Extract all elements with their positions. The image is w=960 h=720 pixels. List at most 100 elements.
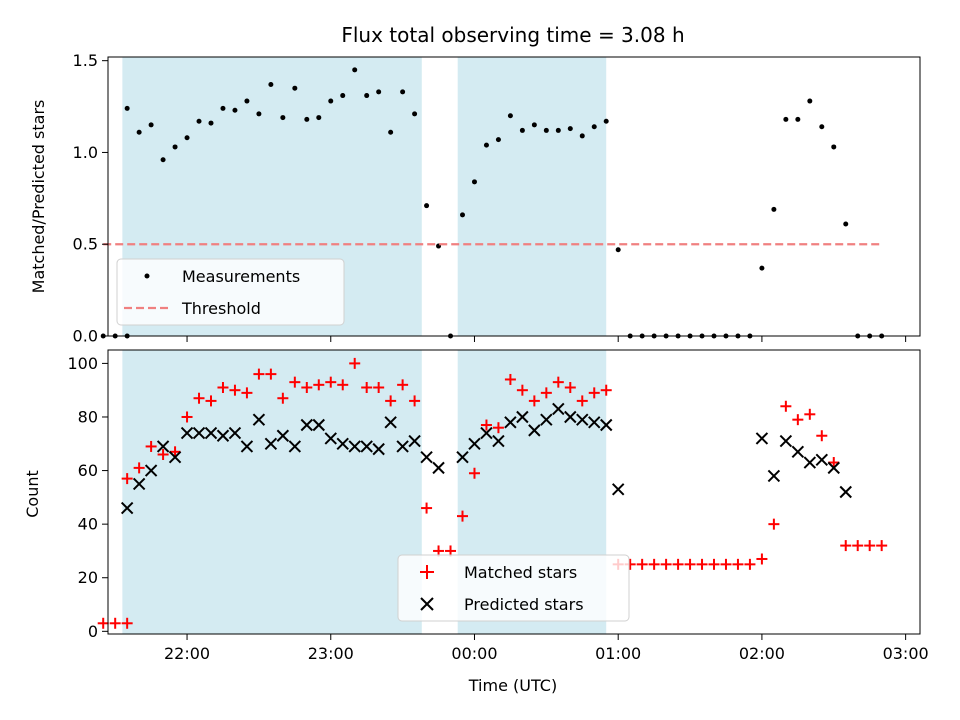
measurement-point-63 [843, 221, 849, 227]
y-tick-label: 0.0 [73, 327, 98, 346]
predicted-star-point-44 [791, 445, 805, 459]
x-tick-label: 00:00 [451, 644, 497, 663]
predicted-star-point-33 [528, 424, 541, 437]
measurement-point-22 [352, 67, 358, 73]
predicted-star-point-30 [492, 434, 505, 448]
top-panel: 0.0 0.5 1.0 1.5 Flux total observing time =… [29, 23, 921, 346]
matched-star-point-60 [804, 408, 816, 420]
bottom-panel: 0 20 40 60 80 100 22:00 23:00 00:00 01:00 02:00 03… [23, 349, 929, 695]
measurement-point-23 [364, 93, 370, 99]
top-legend-box [116, 258, 345, 326]
measurement-point-35 [507, 113, 513, 119]
predicted-star-point-35 [552, 402, 565, 416]
matched-star-point-28 [421, 502, 433, 514]
matched-star-point-4 [133, 462, 145, 474]
matched-star-point-55 [744, 558, 756, 570]
observing-window-0-1 [457, 57, 607, 336]
measurement-point-28 [424, 203, 430, 209]
matched-star-point-10 [205, 395, 217, 407]
matched-star-point-62 [828, 457, 840, 469]
predicted-star-point-4 [168, 450, 182, 464]
matched-star-point-54 [732, 558, 744, 570]
matched-star-point-32 [468, 467, 480, 479]
bottom-series-layer [97, 357, 888, 629]
matched-star-point-34 [492, 422, 504, 434]
predicted-star-point-7 [204, 426, 218, 440]
predicted-star-point-3 [156, 440, 170, 453]
observing-window-1-0 [122, 350, 422, 634]
predicted-star-point-18 [336, 437, 349, 450]
measurement-point-38 [543, 127, 549, 133]
matched-star-point-43 [600, 384, 612, 396]
legend-predicted-label: Predicted stars [464, 595, 584, 614]
predicted-star-point-19 [348, 440, 361, 453]
legend-predicted-marker [420, 597, 434, 611]
predicted-star-point-13 [276, 429, 290, 442]
predicted-star-point-29 [480, 426, 493, 440]
predicted-star-point-6 [192, 426, 206, 440]
matched-star-point-25 [385, 395, 397, 407]
matched-star-point-33 [480, 419, 492, 431]
measurement-point-9 [196, 118, 202, 124]
matched-star-point-17 [289, 376, 301, 388]
measurement-point-15 [268, 82, 274, 88]
measurement-point-4 [136, 129, 142, 135]
top-y-ticks: 0.0 0.5 1.0 1.5 [73, 51, 108, 346]
x-axis-label: Time (UTC) [468, 676, 557, 695]
predicted-star-point-25 [420, 450, 433, 464]
legend-matched-marker [420, 565, 434, 579]
top-legend: Measurements Threshold [116, 258, 345, 326]
matched-star-point-47 [648, 558, 660, 570]
measurement-point-19 [316, 115, 322, 121]
legend-measurements-label: Measurements [182, 267, 300, 286]
matched-star-point-51 [696, 558, 708, 570]
matched-star-point-64 [852, 540, 864, 552]
x-tick-label: 01:00 [595, 644, 641, 663]
bottom-y-axis-label: Count [23, 470, 42, 518]
matched-star-point-50 [684, 558, 696, 570]
predicted-star-point-23 [396, 440, 409, 453]
top-x-ticks [186, 336, 907, 342]
y-tick-label: 0 [88, 622, 98, 641]
matched-star-point-53 [720, 558, 732, 570]
matched-star-point-11 [217, 382, 229, 394]
measurement-point-56 [759, 265, 765, 271]
predicted-star-point-32 [516, 410, 529, 424]
measurement-point-27 [412, 111, 418, 117]
measurement-point-6 [160, 157, 166, 163]
predicted-star-point-37 [576, 413, 589, 426]
legend-matched-label: Matched stars [464, 563, 577, 582]
measurement-point-8 [184, 135, 190, 141]
matched-star-point-18 [301, 382, 313, 394]
predicted-star-point-27 [456, 450, 469, 464]
predicted-star-point-43 [779, 434, 793, 448]
matched-star-point-19 [313, 379, 325, 391]
matched-star-point-20 [325, 376, 337, 388]
matched-star-point-35 [504, 373, 516, 385]
y-tick-label: 20 [78, 568, 98, 587]
measurement-point-34 [495, 137, 501, 143]
predicted-star-point-31 [504, 416, 517, 429]
y-tick-label: 1.5 [73, 51, 98, 70]
matched-star-point-2 [121, 617, 133, 629]
matched-star-point-7 [169, 446, 181, 458]
matched-star-point-1 [109, 617, 121, 629]
top-series-layer [100, 67, 885, 339]
predicted-star-point-9 [228, 426, 242, 440]
predicted-star-point-21 [372, 442, 385, 456]
matched-star-point-40 [564, 382, 576, 394]
predicted-star-point-48 [839, 485, 852, 499]
matched-star-point-31 [457, 510, 469, 522]
matched-star-point-42 [588, 387, 600, 399]
measurement-point-11 [220, 105, 226, 111]
top-y-axis-label: Matched/Predicted stars [29, 100, 48, 294]
legend-threshold-label: Threshold [181, 299, 261, 318]
matched-star-point-5 [145, 440, 157, 452]
matched-star-point-36 [516, 384, 528, 396]
x-tick-label: 23:00 [308, 644, 354, 663]
matched-star-point-0 [97, 617, 109, 629]
y-tick-label: 1.0 [73, 143, 98, 162]
matched-star-point-65 [864, 540, 876, 552]
measurement-point-60 [807, 98, 813, 104]
